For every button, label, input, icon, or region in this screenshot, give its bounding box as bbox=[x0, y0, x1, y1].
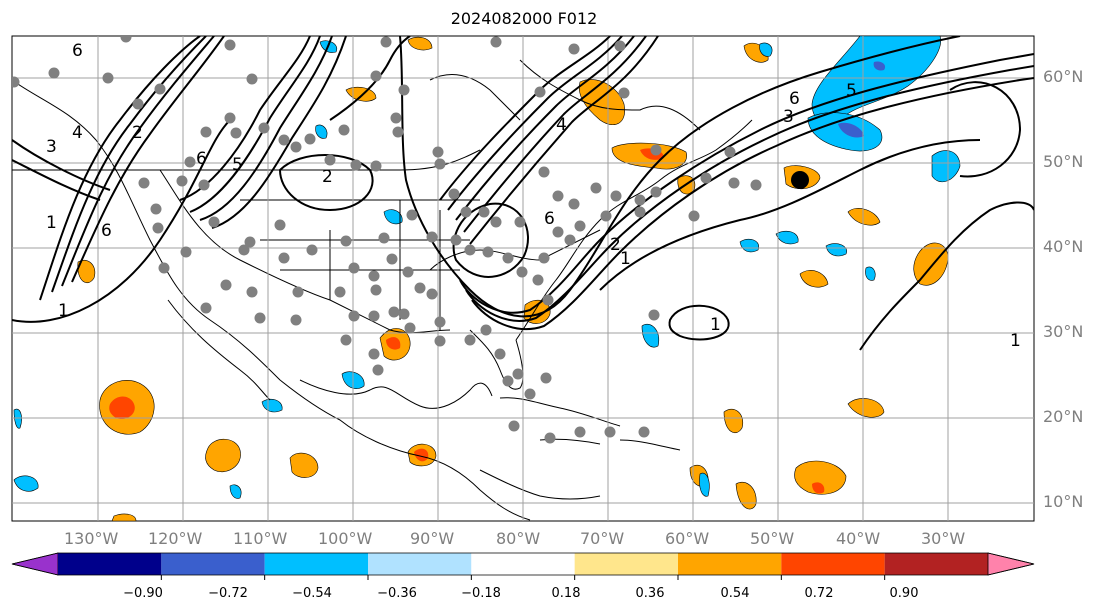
contour-label: 6 bbox=[196, 149, 207, 169]
lat-label: 50°N bbox=[1043, 152, 1084, 171]
contour-label: 2 bbox=[610, 235, 621, 255]
colorbar-segment bbox=[781, 553, 885, 575]
station-dots bbox=[12, 36, 762, 444]
colorbar-tick-label: 0.90 bbox=[889, 586, 919, 601]
colorbar-segment bbox=[161, 553, 265, 575]
contour-label: 2 bbox=[322, 167, 333, 187]
colorbar-extend-high bbox=[987, 552, 1035, 576]
colorbar-outline bbox=[11, 552, 1035, 576]
graticule bbox=[12, 36, 1034, 521]
lat-label: 40°N bbox=[1043, 237, 1084, 256]
lon-label: 30°W bbox=[921, 529, 966, 548]
contour-label: 1 bbox=[1010, 331, 1021, 351]
lon-label: 100°W bbox=[318, 529, 373, 548]
contour-label: 2 bbox=[132, 123, 143, 143]
strong-negative-shading bbox=[838, 61, 886, 138]
lon-label: 110°W bbox=[233, 529, 288, 548]
contour-label: 3 bbox=[783, 107, 794, 127]
lon-label: 50°W bbox=[750, 529, 795, 548]
colorbar-segment bbox=[574, 553, 678, 575]
colorbar-tick-label: −0.72 bbox=[208, 586, 248, 601]
contour-label-layer: 6 4 3 2 5 6 2 6 1 6 5 4 6 3 2 1 1 1 1 bbox=[46, 41, 1021, 351]
colorbar bbox=[11, 552, 1035, 576]
colorbar-segment bbox=[58, 553, 162, 575]
lon-label: 130°W bbox=[64, 529, 119, 548]
colorbar-tick-label: 0.72 bbox=[804, 586, 834, 601]
lon-label: 90°W bbox=[410, 529, 455, 548]
contour-label: 6 bbox=[789, 89, 800, 109]
lat-label: 10°N bbox=[1043, 492, 1084, 511]
colorbar-tick-label: 0.54 bbox=[720, 586, 750, 601]
contour-label: 3 bbox=[46, 137, 57, 157]
contour-label: 1 bbox=[58, 301, 69, 321]
lon-label: 60°W bbox=[665, 529, 710, 548]
contour-label: 5 bbox=[846, 81, 857, 101]
lat-label: 60°N bbox=[1043, 67, 1084, 86]
lon-label: 40°W bbox=[836, 529, 881, 548]
contour-label: 6 bbox=[72, 41, 83, 61]
colorbar-tick-label: −0.18 bbox=[461, 586, 501, 601]
colorbar-tick-label: 0.18 bbox=[551, 586, 581, 601]
contour-label: 4 bbox=[556, 115, 567, 135]
colorbar-segment bbox=[368, 553, 472, 575]
lon-label: 80°W bbox=[496, 529, 541, 548]
contour-label: 5 bbox=[232, 155, 243, 175]
colorbar-tick-label: −0.90 bbox=[123, 586, 163, 601]
map-layers: 6 4 3 2 5 6 2 6 1 6 5 4 6 3 2 1 1 1 1 bbox=[12, 36, 1034, 521]
lon-label: 70°W bbox=[580, 529, 625, 548]
storm-center-marker bbox=[791, 171, 809, 189]
contour-label: 6 bbox=[101, 221, 112, 241]
colorbar-segment bbox=[264, 553, 368, 575]
lat-label: 30°N bbox=[1043, 322, 1084, 341]
contour-label: 6 bbox=[544, 209, 555, 229]
contour-label: 4 bbox=[72, 123, 83, 143]
colorbar-segment bbox=[884, 553, 988, 575]
colorbar-tick-label: 0.36 bbox=[635, 586, 665, 601]
contour-label: 1 bbox=[620, 249, 631, 269]
lon-label: 120°W bbox=[148, 529, 203, 548]
colorbar-segment bbox=[471, 553, 575, 575]
contour-label: 1 bbox=[710, 315, 721, 335]
contour-label: 1 bbox=[46, 213, 57, 233]
colorbar-ticks bbox=[160, 575, 886, 580]
lat-label: 20°N bbox=[1043, 407, 1084, 426]
colorbar-tick-label: −0.36 bbox=[377, 586, 417, 601]
colorbar-tick-label: −0.54 bbox=[292, 586, 332, 601]
colorbar-segment bbox=[678, 553, 782, 575]
colorbar-extend-low bbox=[11, 552, 59, 576]
map-title: 2024082000 F012 bbox=[450, 9, 598, 28]
